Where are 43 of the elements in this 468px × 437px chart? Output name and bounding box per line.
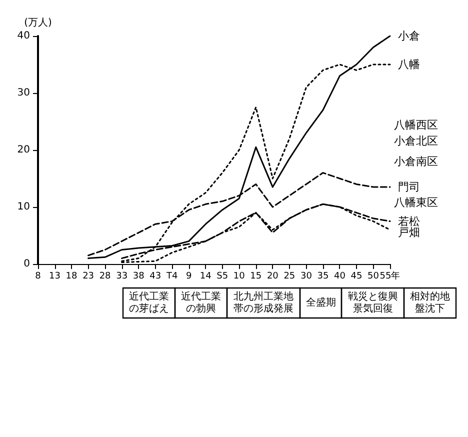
x-tick-label: 23 [82, 272, 94, 282]
x-tick-label: 35 [317, 272, 329, 282]
x-tick-label: T4 [165, 272, 178, 282]
series-label: 戸畑 [398, 226, 420, 239]
x-tick-label: 9 [186, 272, 192, 282]
text: 北九州工業地帯の形成発展 [234, 290, 294, 314]
text: 小倉南区 [394, 154, 438, 168]
y-tick-label: 0 [24, 258, 30, 270]
x-tick-label: 30 [300, 272, 312, 282]
y-tick-label: 20 [17, 144, 30, 156]
x-tick-label: 18 [66, 272, 78, 282]
x-tick-label: 45 [350, 272, 362, 282]
text: 近代工業の芽ばえ [129, 290, 169, 314]
series-label: 八幡 [398, 58, 420, 71]
x-tick-label: S5 [216, 272, 228, 282]
x-tick-label: 55年 [380, 270, 400, 282]
y-axis-title: (万人) [24, 18, 52, 28]
x-tick-label: 33 [116, 272, 128, 282]
x-tick-label: 8 [35, 272, 42, 282]
y-tick-label: 40 [17, 30, 30, 42]
x-tick-label: 15 [250, 272, 262, 282]
text: 八幡西区 [394, 118, 438, 132]
text: 近代工業の勃興 [181, 290, 221, 314]
x-tick-label: 10 [233, 272, 246, 282]
x-tick-label: 38 [132, 272, 145, 282]
text: 八幡東区 [394, 196, 438, 209]
x-tick-label: 13 [49, 272, 60, 282]
text: 小倉北区 [394, 134, 438, 148]
x-tick-label: 43 [150, 272, 162, 282]
y-tick-label: 10 [17, 202, 30, 212]
text: 相対的地盤沈下 [410, 290, 450, 314]
x-tick-label: 25 [284, 272, 296, 282]
text: 全盛期 [306, 296, 336, 308]
y-tick-label: 30 [17, 88, 30, 98]
x-tick-label: 20 [266, 272, 279, 282]
series-label: 門司 [398, 180, 420, 194]
x-tick-label: 28 [99, 272, 112, 282]
x-tick-label: 50 [368, 272, 380, 282]
text: 戦災と復興景気回復 [348, 290, 398, 314]
x-tick-label: 40 [334, 272, 346, 282]
series-label: 若松 [398, 214, 420, 228]
series-label: 小倉 [398, 30, 420, 42]
x-tick-label: 14 [200, 272, 212, 282]
